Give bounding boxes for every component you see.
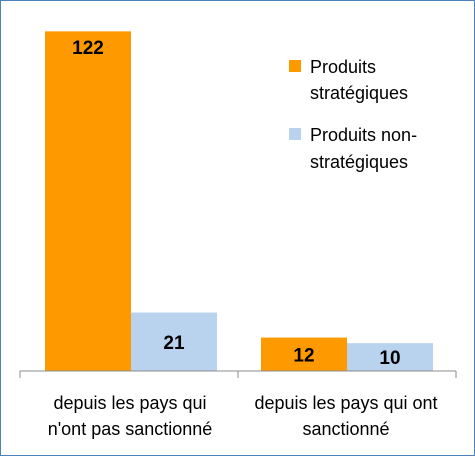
- data-labels-layer: 122 21 12 10: [72, 38, 400, 369]
- bar-non-strategic-cat2: [347, 343, 433, 371]
- legend: Produits stratégiques Produits non-stratég…: [289, 57, 417, 172]
- category-label-1-line-2: n'ont pas sanctionné: [48, 419, 213, 439]
- data-label-non-strategic-cat1: 21: [163, 333, 185, 354]
- category-label-2-line-2: sanctionné: [302, 419, 389, 439]
- legend-label-non-strategic-line-1: Produits non-: [310, 125, 417, 145]
- bar-strategic-cat1: [45, 31, 131, 372]
- legend-swatch-non-strategic: [289, 128, 301, 140]
- bar-strategic-cat2: [261, 337, 347, 371]
- category-labels: depuis les pays qui n'ont pas sanctionné d…: [48, 393, 438, 439]
- legend-label-strategic-line-1: Produits: [310, 57, 376, 77]
- legend-swatch-strategic: [289, 60, 301, 72]
- legend-label-non-strategic-line-2: stratégiques: [310, 152, 408, 172]
- bar-non-strategic-cat1: [131, 312, 217, 371]
- category-label-2-line-1: depuis les pays qui ont: [254, 393, 437, 413]
- category-label-1-line-1: depuis les pays qui: [53, 393, 206, 413]
- x-axis-ticks: [19, 371, 457, 378]
- data-label-strategic-cat2: 12: [293, 345, 314, 366]
- bars-layer: [45, 31, 433, 372]
- data-label-non-strategic-cat2: 10: [379, 348, 400, 369]
- data-label-strategic-cat1: 122: [72, 38, 104, 59]
- legend-label-strategic-line-2: stratégiques: [310, 83, 408, 103]
